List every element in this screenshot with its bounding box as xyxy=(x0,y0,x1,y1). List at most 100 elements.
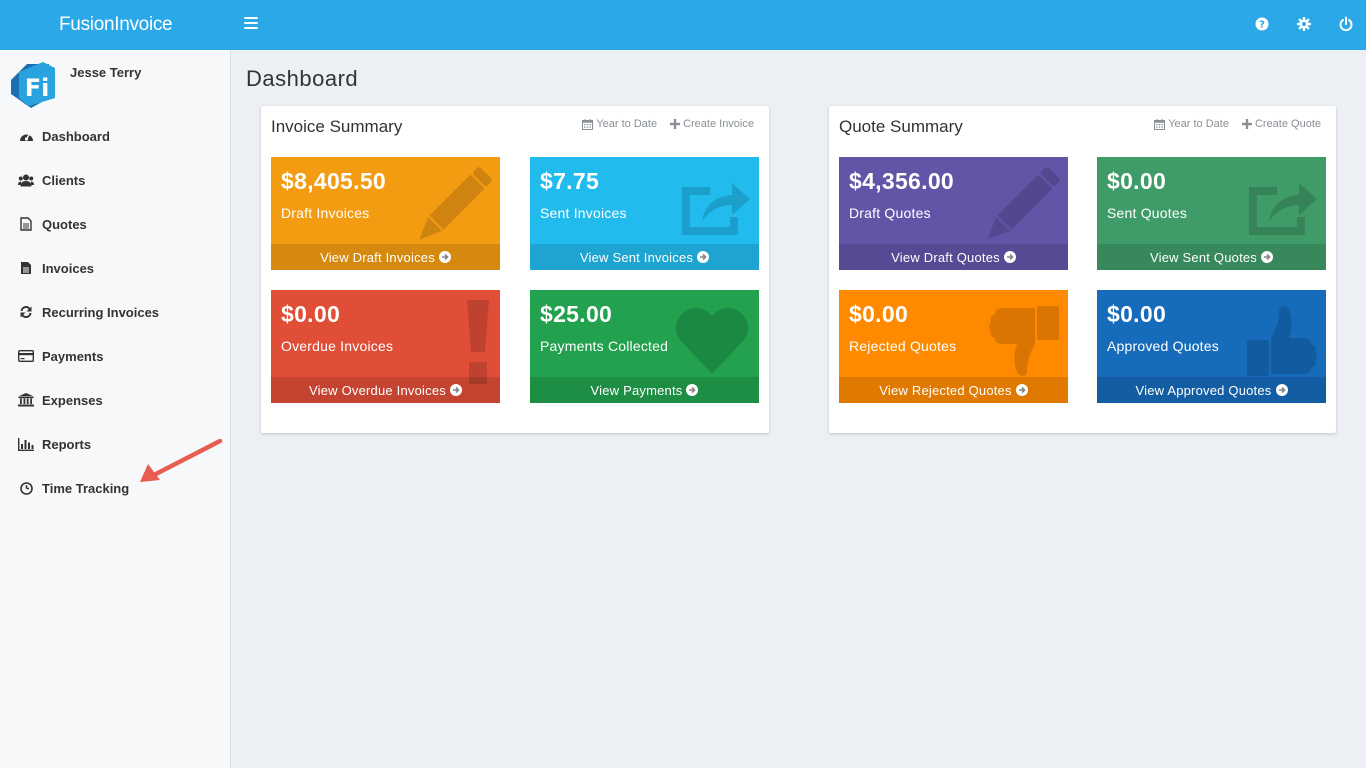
view-overdue-invoices-link[interactable]: View Overdue Invoices xyxy=(271,377,500,403)
create-invoice-link[interactable]: Create Invoice xyxy=(670,118,754,130)
rejected-quotes-amount: $0.00 xyxy=(849,301,909,327)
footer-label: View Sent Invoices xyxy=(579,249,694,265)
calendar-icon xyxy=(582,118,594,130)
clock-icon xyxy=(18,480,34,496)
payments-collected-amount: $25.00 xyxy=(540,301,613,327)
draft-invoices-label: Draft Invoices xyxy=(281,205,370,221)
sidebar: Fi Jesse Terry Dashboard Clients Quotes … xyxy=(0,50,231,768)
arrow-circle-right-icon xyxy=(449,384,462,396)
exclamation-icon xyxy=(467,300,489,384)
user-name: Jesse Terry xyxy=(70,65,142,80)
quote-summary-title: Quote Summary xyxy=(839,117,963,136)
arrow-circle-right-icon xyxy=(686,384,699,396)
approved-quotes-amount: $0.00 xyxy=(1107,301,1167,327)
approved-quotes-tile: $0.00 Approved Quotes View Approved Quot… xyxy=(1097,290,1326,403)
plus-icon xyxy=(670,119,681,129)
footer-label: View Draft Quotes xyxy=(891,249,1000,265)
overdue-invoices-tile: $0.00 Overdue Invoices View Overdue Invo… xyxy=(271,290,500,403)
invoice-year-to-date-link[interactable]: Year to Date xyxy=(582,118,657,130)
rejected-quotes-label: Rejected Quotes xyxy=(849,338,957,354)
overdue-invoices-amount: $0.00 xyxy=(281,301,341,327)
top-navbar: FusionInvoice ? xyxy=(0,0,1366,50)
page-title: Dashboard xyxy=(246,66,359,91)
help-icon[interactable]: ? xyxy=(1254,16,1270,32)
footer-label: View Draft Invoices xyxy=(320,249,435,265)
sidebar-item-dashboard[interactable]: Dashboard xyxy=(0,114,230,158)
sidebar-item-label: Recurring Invoices xyxy=(42,304,160,320)
thumbs-up-icon xyxy=(1247,306,1317,376)
sidebar-item-time-tracking[interactable]: Time Tracking xyxy=(0,466,230,510)
bank-icon xyxy=(18,392,34,408)
sent-invoices-tile: $7.75 Sent Invoices View Sent Invoices xyxy=(530,157,759,270)
rejected-quotes-tile: $0.00 Rejected Quotes View Rejected Quot… xyxy=(839,290,1068,403)
view-draft-quotes-link[interactable]: View Draft Quotes xyxy=(839,244,1068,270)
sidebar-nav: Dashboard Clients Quotes Invoices Recurr… xyxy=(0,114,230,510)
power-icon[interactable] xyxy=(1338,16,1354,32)
sent-quotes-label: Sent Quotes xyxy=(1107,205,1188,221)
brand-logo-text[interactable]: FusionInvoice xyxy=(59,14,173,35)
view-sent-invoices-link[interactable]: View Sent Invoices xyxy=(530,244,759,270)
invoice-summary-title: Invoice Summary xyxy=(271,117,403,136)
sidebar-item-label: Dashboard xyxy=(42,128,110,144)
menu-toggle-icon[interactable] xyxy=(244,17,258,31)
arrow-circle-right-icon xyxy=(697,251,710,263)
view-approved-quotes-link[interactable]: View Approved Quotes xyxy=(1097,377,1326,403)
sidebar-item-label: Payments xyxy=(42,348,104,364)
file-outline-icon xyxy=(18,216,34,232)
sidebar-item-label: Time Tracking xyxy=(42,480,130,496)
quote-summary-panel: Quote Summary Year to Date Create Quote … xyxy=(829,106,1336,433)
sidebar-item-label: Clients xyxy=(42,172,86,188)
payments-collected-tile: $25.00 Payments Collected View Payments xyxy=(530,290,759,403)
footer-label: View Approved Quotes xyxy=(1135,382,1272,398)
draft-invoices-tile: $8,405.50 Draft Invoices View Draft Invo… xyxy=(271,157,500,270)
annotation-arrow-icon xyxy=(140,438,223,482)
sidebar-item-expenses[interactable]: Expenses xyxy=(0,378,230,422)
draft-quotes-label: Draft Quotes xyxy=(849,205,931,221)
pencil-icon xyxy=(419,167,492,240)
sidebar-item-quotes[interactable]: Quotes xyxy=(0,202,230,246)
sidebar-item-label: Quotes xyxy=(42,216,87,232)
bar-chart-icon xyxy=(18,436,34,452)
view-draft-invoices-link[interactable]: View Draft Invoices xyxy=(271,244,500,270)
gear-icon[interactable] xyxy=(1296,16,1312,32)
thumbs-down-icon xyxy=(989,306,1059,376)
plus-icon xyxy=(1241,119,1252,129)
svg-text:?: ? xyxy=(1259,20,1265,31)
calendar-icon xyxy=(1154,118,1166,130)
sidebar-item-clients[interactable]: Clients xyxy=(0,158,230,202)
view-rejected-quotes-link[interactable]: View Rejected Quotes xyxy=(839,377,1068,403)
heart-icon xyxy=(676,308,748,374)
sent-quotes-tile: $0.00 Sent Quotes View Sent Quotes xyxy=(1097,157,1326,270)
credit-card-icon xyxy=(18,348,34,364)
dashboard-icon xyxy=(18,128,34,144)
invoice-summary-actions: Year to Date Create Invoice xyxy=(582,118,754,130)
view-sent-quotes-link[interactable]: View Sent Quotes xyxy=(1097,244,1326,270)
footer-label: View Rejected Quotes xyxy=(879,382,1012,398)
arrow-circle-right-icon xyxy=(1015,384,1028,396)
sidebar-item-invoices[interactable]: Invoices xyxy=(0,246,230,290)
pencil-icon xyxy=(987,167,1060,240)
approved-quotes-label: Approved Quotes xyxy=(1107,338,1219,354)
draft-quotes-amount: $4,356.00 xyxy=(849,168,955,194)
sidebar-item-label: Reports xyxy=(42,436,92,452)
quote-year-to-date-label: Year to Date xyxy=(1168,118,1229,130)
share-icon xyxy=(682,183,750,235)
sidebar-item-reports[interactable]: Reports xyxy=(0,422,230,466)
footer-label: View Payments xyxy=(590,382,683,398)
view-payments-link[interactable]: View Payments xyxy=(530,377,759,403)
arrow-circle-right-icon xyxy=(1275,384,1288,396)
refresh-icon xyxy=(18,304,34,320)
sidebar-item-payments[interactable]: Payments xyxy=(0,334,230,378)
draft-quotes-tile: $4,356.00 Draft Quotes View Draft Quotes xyxy=(839,157,1068,270)
fusioninvoice-logo-icon: Fi xyxy=(11,62,55,108)
footer-label: View Sent Quotes xyxy=(1149,249,1258,265)
sidebar-item-label: Invoices xyxy=(42,260,95,276)
invoice-summary-panel: Invoice Summary Year to Date Create Invo… xyxy=(261,106,769,433)
sidebar-item-label: Expenses xyxy=(42,392,103,408)
sent-invoices-amount: $7.75 xyxy=(540,168,600,194)
arrow-circle-right-icon xyxy=(438,251,451,263)
arrow-circle-right-icon xyxy=(1261,251,1274,263)
sidebar-item-recurring-invoices[interactable]: Recurring Invoices xyxy=(0,290,230,334)
quote-year-to-date-link[interactable]: Year to Date xyxy=(1154,118,1229,130)
create-quote-link[interactable]: Create Quote xyxy=(1241,118,1321,130)
